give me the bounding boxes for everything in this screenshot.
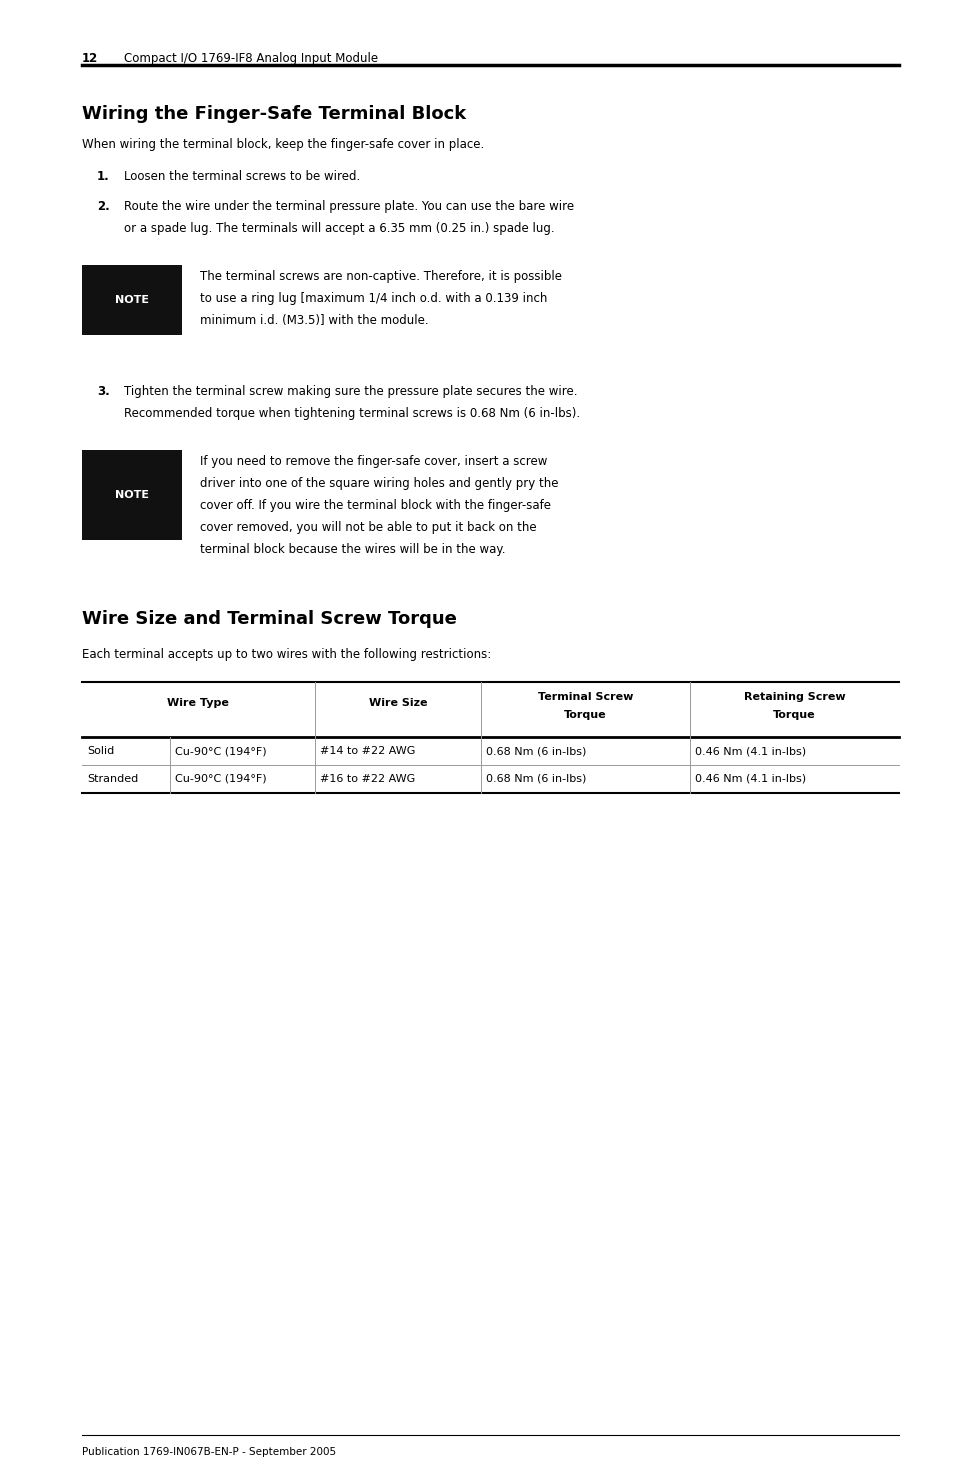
Text: 0.46 Nm (4.1 in-lbs): 0.46 Nm (4.1 in-lbs) [695,774,805,785]
Text: driver into one of the square wiring holes and gently pry the: driver into one of the square wiring hol… [200,476,558,490]
Text: cover off. If you wire the terminal block with the finger-safe: cover off. If you wire the terminal bloc… [200,499,551,512]
Text: 0.68 Nm (6 in-lbs): 0.68 Nm (6 in-lbs) [485,746,586,757]
FancyBboxPatch shape [82,266,182,335]
Text: Torque: Torque [563,709,606,720]
Text: or a spade lug. The terminals will accept a 6.35 mm (0.25 in.) spade lug.: or a spade lug. The terminals will accep… [124,223,554,235]
Text: Stranded: Stranded [87,774,138,785]
Text: NOTE: NOTE [115,295,149,305]
FancyBboxPatch shape [82,450,182,540]
Text: Cu-90°C (194°F): Cu-90°C (194°F) [175,746,267,757]
Text: Wire Size and Terminal Screw Torque: Wire Size and Terminal Screw Torque [82,611,456,628]
Text: Loosen the terminal screws to be wired.: Loosen the terminal screws to be wired. [124,170,360,183]
Text: 2.: 2. [97,201,110,212]
Text: #16 to #22 AWG: #16 to #22 AWG [319,774,415,785]
Text: Publication 1769-IN067B-EN-P - September 2005: Publication 1769-IN067B-EN-P - September… [82,1447,335,1457]
Text: Retaining Screw: Retaining Screw [743,692,844,702]
Text: Tighten the terminal screw making sure the pressure plate secures the wire.: Tighten the terminal screw making sure t… [124,385,577,398]
Text: Wire Size: Wire Size [368,699,427,708]
Text: Compact I/O 1769-IF8 Analog Input Module: Compact I/O 1769-IF8 Analog Input Module [124,52,377,65]
Text: Each terminal accepts up to two wires with the following restrictions:: Each terminal accepts up to two wires wi… [82,648,491,661]
Text: 12: 12 [82,52,98,65]
Text: cover removed, you will not be able to put it back on the: cover removed, you will not be able to p… [200,521,536,534]
Text: NOTE: NOTE [115,490,149,500]
Text: Wire Type: Wire Type [168,699,229,708]
Text: 3.: 3. [97,385,110,398]
Text: Solid: Solid [87,746,114,757]
Text: Recommended torque when tightening terminal screws is 0.68 Nm (6 in-lbs).: Recommended torque when tightening termi… [124,407,579,420]
Text: minimum i.d. (M3.5)] with the module.: minimum i.d. (M3.5)] with the module. [200,314,428,327]
Text: 0.68 Nm (6 in-lbs): 0.68 Nm (6 in-lbs) [485,774,586,785]
Text: Cu-90°C (194°F): Cu-90°C (194°F) [175,774,267,785]
Text: 1.: 1. [97,170,110,183]
Text: #14 to #22 AWG: #14 to #22 AWG [319,746,415,757]
Text: The terminal screws are non-captive. Therefore, it is possible: The terminal screws are non-captive. The… [200,270,561,283]
Text: to use a ring lug [maximum 1/4 inch o.d. with a 0.139 inch: to use a ring lug [maximum 1/4 inch o.d.… [200,292,547,305]
Text: Route the wire under the terminal pressure plate. You can use the bare wire: Route the wire under the terminal pressu… [124,201,574,212]
Text: Terminal Screw: Terminal Screw [537,692,633,702]
Text: terminal block because the wires will be in the way.: terminal block because the wires will be… [200,543,505,556]
Text: Torque: Torque [772,709,815,720]
Text: If you need to remove the finger-safe cover, insert a screw: If you need to remove the finger-safe co… [200,454,547,468]
Text: 0.46 Nm (4.1 in-lbs): 0.46 Nm (4.1 in-lbs) [695,746,805,757]
Text: Wiring the Finger-Safe Terminal Block: Wiring the Finger-Safe Terminal Block [82,105,466,122]
Text: When wiring the terminal block, keep the finger-safe cover in place.: When wiring the terminal block, keep the… [82,139,484,150]
